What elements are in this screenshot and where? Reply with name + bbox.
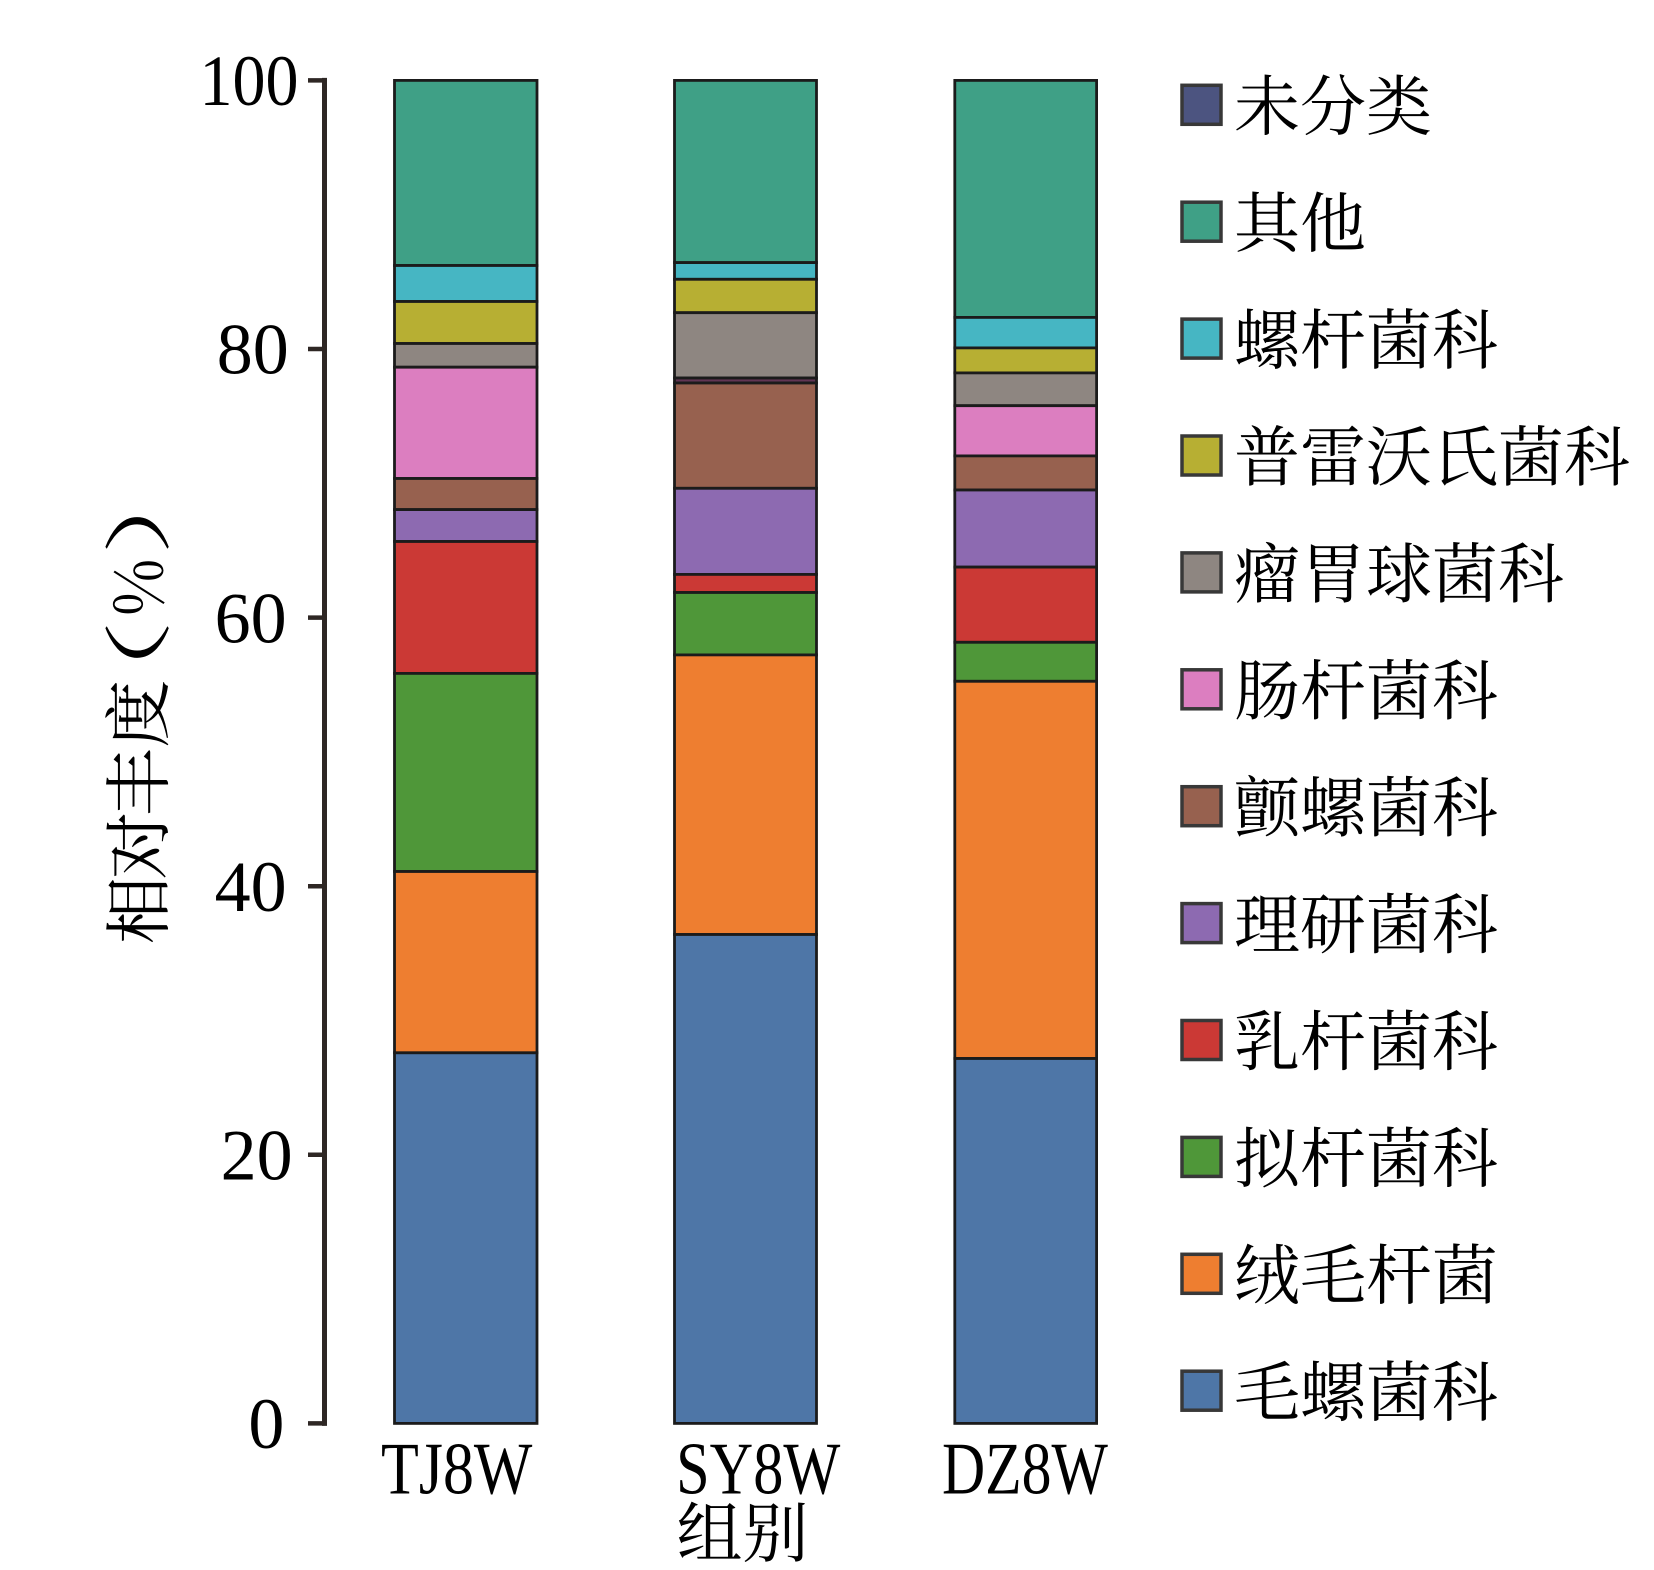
svg-text:60: 60 xyxy=(215,578,287,658)
svg-text:DZ8W: DZ8W xyxy=(942,1429,1108,1511)
svg-text:SY8W: SY8W xyxy=(676,1429,840,1511)
svg-text:40: 40 xyxy=(215,847,287,927)
svg-text:0: 0 xyxy=(248,1384,284,1464)
svg-text:100: 100 xyxy=(200,41,299,121)
svg-text:80: 80 xyxy=(217,310,289,390)
svg-text:20: 20 xyxy=(221,1116,293,1196)
svg-text:TJ8W: TJ8W xyxy=(381,1429,532,1511)
